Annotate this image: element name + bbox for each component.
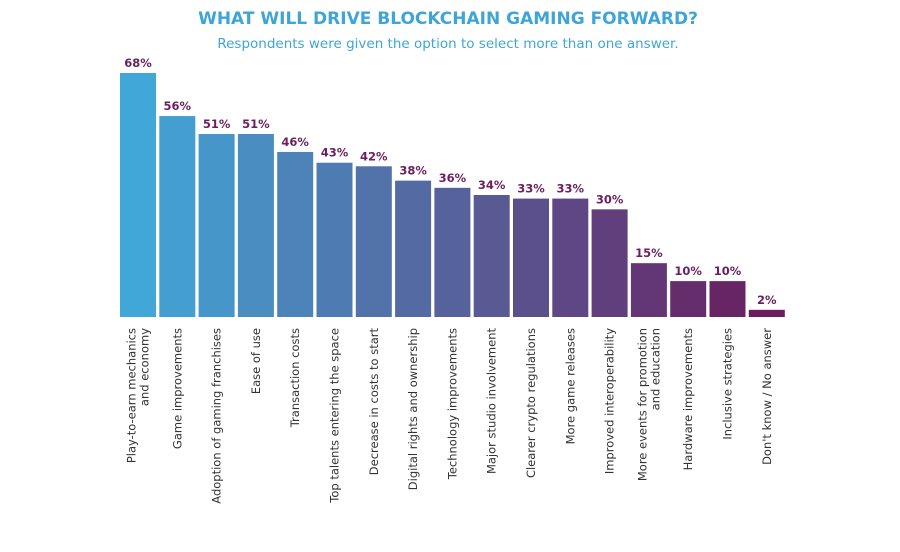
value-label: 51%: [242, 117, 270, 131]
value-label: 15%: [635, 246, 663, 260]
bar: [513, 198, 549, 317]
category-label: Don't know / No answer: [760, 328, 774, 465]
bar: [120, 73, 156, 317]
category-label: Digital rights and ownership: [406, 328, 420, 490]
bar: [159, 116, 196, 317]
value-label: 36%: [439, 171, 467, 185]
value-label: 56%: [164, 99, 192, 113]
bar: [237, 134, 274, 317]
value-label: 38%: [399, 164, 427, 178]
chart-title: WHAT WILL DRIVE BLOCKCHAIN GAMING FORWAR…: [198, 9, 698, 29]
category-label: Ease of use: [249, 328, 263, 394]
value-label: 10%: [674, 264, 702, 278]
value-label: 33%: [557, 182, 585, 196]
value-label: 42%: [360, 149, 388, 163]
value-label: 43%: [321, 146, 349, 160]
category-label: Decrease in costs to start: [367, 328, 381, 476]
category-label: Hardware improvements: [681, 328, 695, 470]
value-label: 30%: [596, 192, 624, 206]
bar: [434, 187, 471, 317]
category-label: Adoption of gaming franchises: [210, 328, 224, 504]
value-label: 46%: [281, 135, 309, 149]
bar: [198, 134, 235, 317]
category-label: Clearer crypto regulations: [524, 328, 538, 478]
bar: [630, 263, 667, 317]
bar: [395, 180, 432, 317]
bar: [670, 281, 707, 317]
bar: [552, 198, 589, 317]
bar: [473, 195, 510, 317]
category-label: More game releases: [563, 328, 577, 444]
chart-subtitle: Respondents were given the option to sel…: [217, 36, 678, 52]
bar: [709, 281, 746, 317]
bar: [355, 166, 392, 317]
category-label: Top talents entering the space: [328, 328, 342, 504]
category-label: Transaction costs: [288, 328, 302, 428]
value-label: 2%: [757, 293, 777, 307]
category-label: Technology improvements: [445, 328, 459, 480]
category-label: Game improvements: [170, 328, 184, 449]
category-label: Play-to-earn mechanicsand economy: [125, 328, 152, 463]
bar: [277, 151, 314, 317]
value-label: 68%: [124, 56, 152, 70]
value-label: 33%: [517, 182, 545, 196]
category-label: Major studio involvement: [485, 328, 499, 475]
category-label: More events for promotionand education: [635, 328, 662, 481]
bar: [748, 309, 785, 317]
value-label: 34%: [478, 178, 506, 192]
category-label: Improved interoperability: [603, 328, 617, 474]
category-label: Inclusive strategies: [721, 328, 735, 440]
bar: [316, 162, 353, 317]
value-label: 51%: [203, 117, 231, 131]
bar: [591, 209, 628, 317]
value-label: 10%: [714, 264, 742, 278]
